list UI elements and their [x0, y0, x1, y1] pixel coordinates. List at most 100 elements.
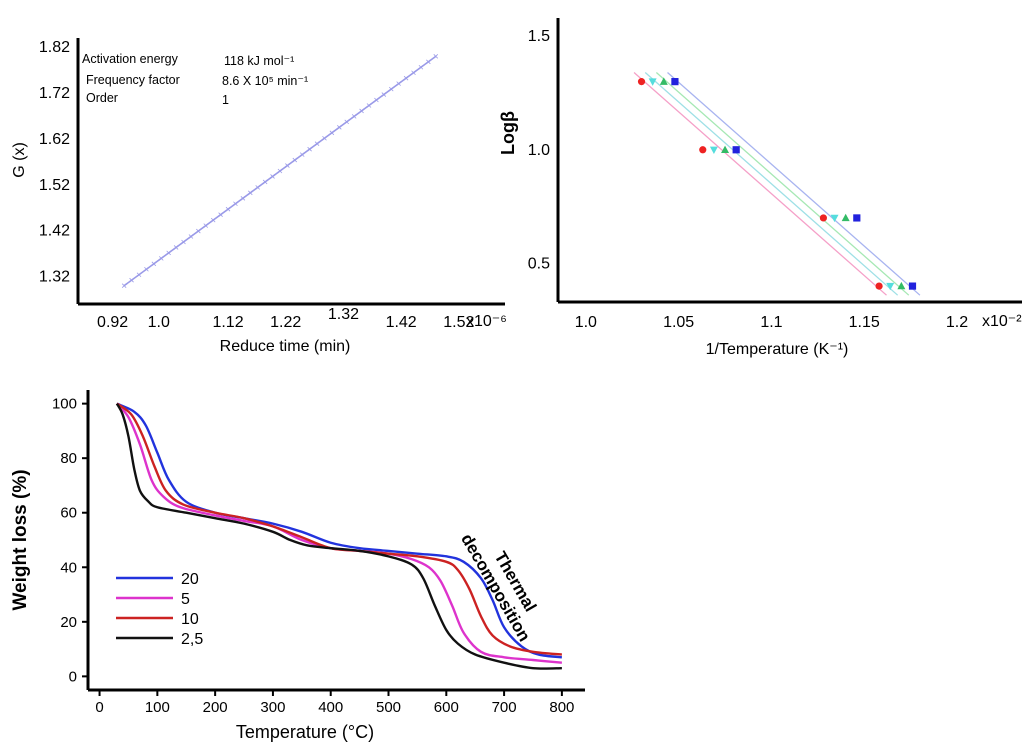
gx-data-point — [307, 146, 312, 152]
logbeta-data-point — [908, 282, 917, 290]
gx-data-point — [188, 234, 194, 239]
annotation-frequency-factor-label: Frequency factor — [86, 73, 180, 87]
gx-x-ticks: 0.92 1.0 1.12 1.22 1.32 1.42 1.52 — [97, 306, 474, 331]
legend-label: 2,5 — [181, 631, 203, 648]
gx-data-point — [433, 54, 439, 59]
logbeta-x-tick-label: 1.0 — [575, 314, 597, 331]
logbeta-plot-area — [633, 72, 921, 296]
weight-loss-x-axis-title: Temperature (°C) — [236, 722, 374, 742]
gx-y-tick-label: 1.52 — [39, 177, 70, 194]
logbeta-data-point — [853, 214, 861, 222]
gx-y-tick-label: 1.62 — [39, 131, 70, 148]
gx-data-point — [173, 245, 179, 250]
logbeta-data-point — [819, 214, 828, 222]
gx-y-ticks: 1.32 1.42 1.52 1.62 1.72 1.82 — [39, 39, 70, 285]
gx-data-point — [233, 201, 238, 207]
logbeta-data-point — [875, 282, 883, 290]
annotation-order-label: Order — [86, 91, 118, 105]
gx-data-point — [248, 190, 253, 196]
logbeta-y-tick-label: 0.5 — [528, 255, 550, 272]
legend-label: 10 — [181, 611, 199, 628]
weight-loss-x-tick-label: 400 — [318, 699, 343, 716]
gx-data-point — [337, 125, 342, 130]
logbeta-y-tick-label: 1.0 — [528, 142, 550, 159]
weight-loss-series-line — [115, 403, 562, 670]
gx-annotation: Activation energy 118 kJ mol⁻¹ Frequency… — [82, 52, 308, 107]
logbeta-fit-line — [633, 72, 887, 296]
gx-y-axis-title: G (x) — [11, 142, 28, 178]
gx-x-tick-label: 1.0 — [148, 314, 170, 331]
gx-data-point — [210, 217, 216, 223]
weight-loss-y-tick-label: 40 — [60, 559, 77, 576]
gx-data-point — [166, 250, 171, 256]
logbeta-x-multiplier: x10⁻² — [982, 313, 1022, 330]
weight-loss-x-tick-label: 0 — [95, 699, 103, 716]
gx-data-point — [218, 212, 223, 217]
logbeta-fit-line — [655, 72, 910, 296]
gx-data-point — [403, 75, 409, 81]
weight-loss-y-tick-label: 0 — [69, 668, 77, 685]
gx-data-point — [262, 179, 268, 185]
logbeta-data-point — [671, 78, 679, 86]
logbeta-data-point — [709, 146, 718, 154]
logbeta-data-point — [721, 145, 730, 153]
gx-data-point — [270, 174, 275, 179]
logbeta-data-point — [637, 78, 646, 86]
logbeta-x-tick-label: 1.1 — [760, 314, 782, 331]
weight-loss-x-tick-label: 700 — [492, 699, 517, 716]
gx-data-point — [426, 59, 431, 65]
logbeta-data-point — [699, 146, 707, 154]
gx-data-point — [418, 64, 424, 70]
gx-data-point — [351, 114, 357, 119]
annotation-frequency-factor-value: 8.6 X 10⁵ min⁻¹ — [222, 74, 308, 88]
gx-plot-area — [121, 54, 439, 288]
gx-data-point — [366, 103, 372, 108]
gx-x-tick-label: 1.42 — [386, 314, 417, 331]
gx-data-point — [121, 283, 127, 288]
gx-data-point — [299, 152, 305, 157]
gx-data-point — [344, 119, 350, 125]
weight-loss-legend: 20 5 10 2,5 — [116, 571, 203, 648]
weight-loss-series-line — [116, 402, 563, 659]
weight-loss-x-tick-label: 800 — [549, 699, 574, 716]
weight-loss-x-tick-label: 200 — [203, 699, 228, 716]
gx-data-point — [136, 272, 142, 278]
gx-y-tick-label: 1.72 — [39, 85, 70, 102]
logbeta-fit-line — [667, 72, 921, 296]
logbeta-data-point — [659, 77, 668, 85]
logbeta-y-tick-label: 1.5 — [528, 28, 550, 45]
weight-loss-y-tick-label: 80 — [60, 450, 77, 467]
gx-data-point — [411, 70, 416, 76]
gx-x-tick-label: 1.52 — [443, 314, 474, 331]
weight-loss-y-tick-label: 100 — [52, 396, 77, 413]
weight-loss-x-tick-label: 600 — [434, 699, 459, 716]
legend-label: 5 — [181, 591, 190, 608]
weight-loss-plot-area — [115, 402, 563, 670]
gx-data-point — [396, 81, 401, 86]
gx-data-point — [374, 97, 379, 103]
gx-data-point — [129, 277, 134, 283]
gx-data-point — [388, 86, 394, 92]
gx-data-point — [329, 130, 335, 136]
gx-data-point — [203, 223, 209, 228]
weight-loss-x-tick-label: 300 — [260, 699, 285, 716]
gx-data-point — [285, 163, 290, 168]
annotation-order-value: 1 — [222, 93, 229, 107]
gx-data-point — [381, 92, 387, 97]
gx-data-point — [359, 108, 364, 114]
gx-x-multiplier: x10⁻⁶ — [466, 313, 507, 330]
annotation-activation-energy-label: Activation energy — [82, 52, 179, 66]
weight-loss-x-tick-label: 100 — [145, 699, 170, 716]
logbeta-y-axis-title: Logβ — [498, 111, 518, 155]
logbeta-x-axis-title: 1/Temperature (K⁻¹) — [706, 341, 849, 358]
logbeta-x-ticks: 1.0 1.05 1.1 1.15 1.2 — [575, 314, 969, 331]
annotation-activation-energy-value: 118 kJ mol⁻¹ — [224, 54, 294, 68]
weight-loss-x-ticks: 0 100 200 300 400 500 600 700 800 — [95, 690, 574, 716]
gx-data-point — [314, 141, 320, 146]
logbeta-x-tick-label: 1.05 — [663, 314, 694, 331]
gx-data-point — [225, 206, 231, 212]
gx-x-tick-label: 0.92 — [97, 314, 128, 331]
logbeta-data-point — [841, 213, 850, 222]
gx-x-tick-label: 1.32 — [328, 306, 359, 323]
